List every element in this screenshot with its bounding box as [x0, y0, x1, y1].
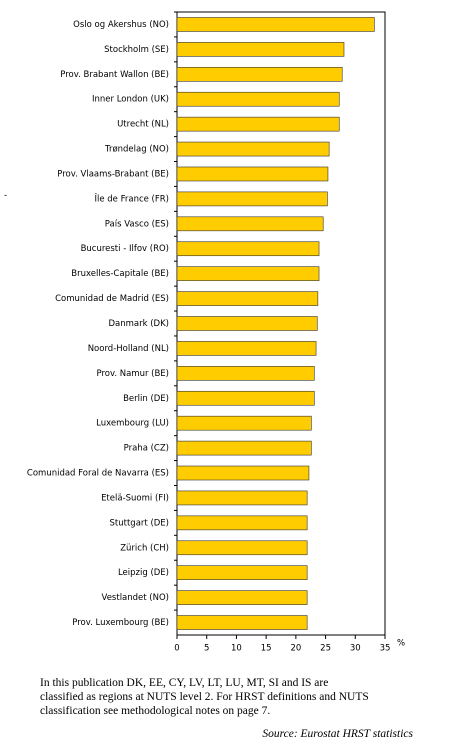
bar: [176, 316, 318, 331]
bar: [176, 291, 319, 306]
y-tick-label: Luxembourg (LU): [96, 419, 169, 429]
y-tick-label: Utrecht (NL): [117, 120, 169, 130]
bar: [176, 565, 308, 581]
y-tick-label: Stuttgart (DE): [110, 518, 169, 528]
note-line: classified as regions at NUTS level 2. F…: [40, 691, 369, 703]
note-line: In this publication DK, EE, CY, LV, LT, …: [40, 677, 329, 689]
note-line: classification see methodological notes …: [40, 705, 271, 717]
y-tick-label: Vestlandet (NO): [102, 593, 169, 603]
bar: [176, 241, 320, 257]
bar: [176, 166, 329, 182]
x-unit: %: [397, 639, 405, 649]
bar: [176, 415, 312, 431]
bar: [176, 42, 345, 57]
x-tick-label: 15: [261, 644, 272, 654]
bar: [176, 67, 343, 82]
y-tick-label: Bucuresti - Ilfov (RO): [81, 244, 169, 254]
bar: [176, 216, 324, 232]
y-tick-label: Trøndelag (NO): [104, 145, 169, 155]
x-tick-label: 35: [380, 644, 391, 654]
bar: [176, 141, 330, 157]
x-tick-label: 30: [350, 644, 361, 654]
y-tick-label: Praha (CZ): [124, 444, 169, 454]
y-tick-label: Danmark (DK): [108, 319, 169, 329]
bar: [176, 266, 320, 281]
y-tick-label: Noord-Holland (NL): [88, 344, 169, 354]
x-tick-label: 0: [174, 644, 179, 654]
y-tick-label: Prov. Luxembourg (BE): [72, 618, 169, 628]
bar: [176, 440, 312, 456]
y-tick-label: Zürich (CH): [120, 543, 169, 553]
y-tick-label: Bruxelles-Capitale (BE): [71, 269, 169, 279]
y-tick-label: Prov. Brabant Wallon (BE): [60, 70, 169, 80]
bar: [176, 390, 315, 406]
y-tick-label: Leipzig (DE): [118, 568, 169, 578]
y-tick-label: Île de France (FR): [93, 192, 169, 204]
x-tick-label: 5: [204, 644, 209, 654]
source: Source: Eurostat HRST statistics: [262, 728, 413, 740]
x-tick-label: 25: [320, 644, 331, 654]
bar: [176, 540, 308, 556]
y-tick-label: Inner London (UK): [92, 95, 169, 105]
bar: [176, 17, 375, 32]
bar: [176, 615, 308, 630]
y-tick-label: Stockholm (SE): [104, 45, 169, 55]
y-tick-label: Oslo og Akershus (NO): [73, 20, 169, 30]
bar: [176, 116, 340, 132]
y-tick-label: Comunidad de Madrid (ES): [55, 294, 169, 304]
chart: - % 0 5 10 15 20 25 30 35 Oslo og Akershus (NO) S…: [4, 11, 405, 654]
y-tick-label: Prov. Namur (BE): [96, 369, 169, 379]
y-tick-label: Etelä-Suomi (FI): [101, 493, 169, 503]
y-tick-label: Prov. Vlaams-Brabant (BE): [57, 169, 169, 179]
bar: [176, 91, 340, 107]
bar: [176, 490, 308, 506]
bar: [176, 341, 317, 356]
bar: [176, 465, 310, 481]
x-tick-label: 20: [290, 644, 301, 654]
bar: [176, 191, 328, 207]
y-tick-label: Comunidad Foral de Navarra (ES): [27, 469, 169, 479]
y-tick-label: País Vasco (ES): [105, 219, 169, 229]
bar: [176, 515, 308, 531]
y-tick-label: Berlin (DE): [123, 394, 169, 404]
bar: [176, 366, 315, 381]
x-tick-label: 10: [231, 644, 242, 654]
bar: [176, 590, 308, 605]
margin-mark: -: [4, 191, 7, 201]
